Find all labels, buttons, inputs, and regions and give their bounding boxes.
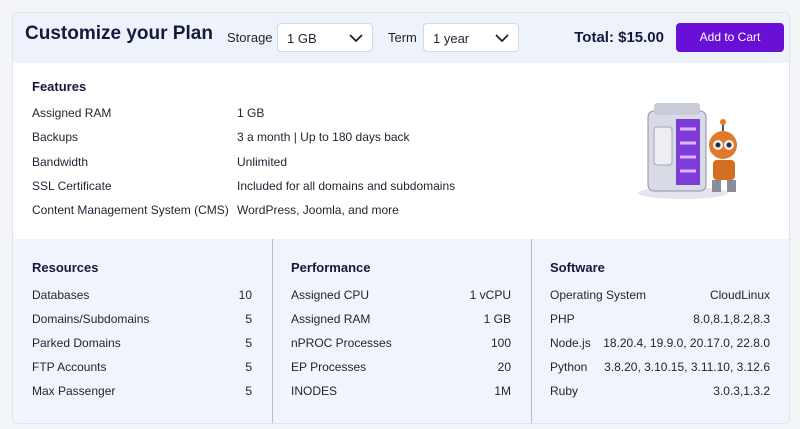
term-value: 1 year [433,31,470,46]
spec-value: 1 GB [483,312,511,326]
panel-title: Software [550,260,605,275]
spec-label: Node.js [550,336,591,350]
spec-value: 3.8.20, 3.10.15, 3.11.10, 3.12.6 [604,360,770,374]
chevron [495,34,509,43]
spec-label: Python [550,360,588,374]
panel-title: Resources [32,260,99,275]
spec-label: Assigned CPU [291,288,370,302]
spec-value: 3.0.3,1.3.2 [713,384,770,398]
header: Customize your Plan Storage 1 GB Term 1 … [13,13,789,63]
spec-label: PHP [550,312,575,326]
spec-label: Domains/Subdomains [32,312,150,326]
spec-label: Assigned RAM [291,312,371,326]
divider [272,239,273,423]
storage-label: Storage [227,30,273,45]
feature-value: 3 a month | Up to 180 days back [237,130,410,145]
spec-value: 5 [245,336,252,350]
feature-value: Unlimited [237,154,288,169]
spec-label: FTP Accounts [32,360,107,374]
spec-label: Ruby [550,384,579,398]
spec-value: 5 [245,384,252,398]
spec-label: Parked Domains [32,336,121,350]
plan-card: Customize your Plan Storage 1 GB Term 1 … [12,12,790,424]
spec-value: 5 [245,312,252,326]
spec-value: 1 vCPU [469,288,511,302]
total: Total: $15.00 [574,29,664,46]
feature-label: Content Management System (CMS) [32,203,229,218]
feature-label: Bandwidth [32,154,89,169]
feature-value: 1 GB [237,106,265,120]
specs: Resources Databases 10 Domains/Subdomains 5 P… [13,239,789,423]
add-to-cart-button[interactable]: Add to Cart [676,23,784,52]
spec-label: EP Processes [291,360,367,374]
spec-value: 10 [238,288,252,302]
spec-label: Max Passenger [32,384,116,398]
storage-value: 1 GB [287,31,317,46]
spec-label: Databases [32,288,90,302]
features-title: Features [32,79,87,94]
feature-label: Assigned RAM [32,106,112,120]
spec-value: 8.0,8.1,8.2,8.3 [693,312,770,326]
chevron [349,34,363,43]
spec-value: 100 [490,336,511,350]
spec-label: INODES [291,384,338,398]
panel-title: Performance [291,260,371,275]
title: Customize your Plan [25,23,213,44]
spec-label: nPROC Processes [291,336,392,350]
spec-value: 20 [497,360,511,374]
spec-value: CloudLinux [709,288,770,302]
feature-label: SSL Certificate [32,178,112,193]
server-robot-illustration [638,103,737,199]
spec-label: Operating System [550,288,647,302]
spec-value: 1M [494,384,511,398]
spec-value: 18.20.4, 19.9.0, 20.17.0, 22.8.0 [603,336,770,350]
divider [531,239,532,423]
feature-value: WordPress, Joomla, and more [237,203,399,218]
term-select[interactable]: 1 year [423,23,519,52]
feature-value: Included for all domains and subdomains [237,178,456,193]
storage-select[interactable]: 1 GB [277,23,373,52]
spec-value: 5 [245,360,252,374]
feature-label: Backups [32,130,79,145]
term-label: Term [388,30,417,45]
